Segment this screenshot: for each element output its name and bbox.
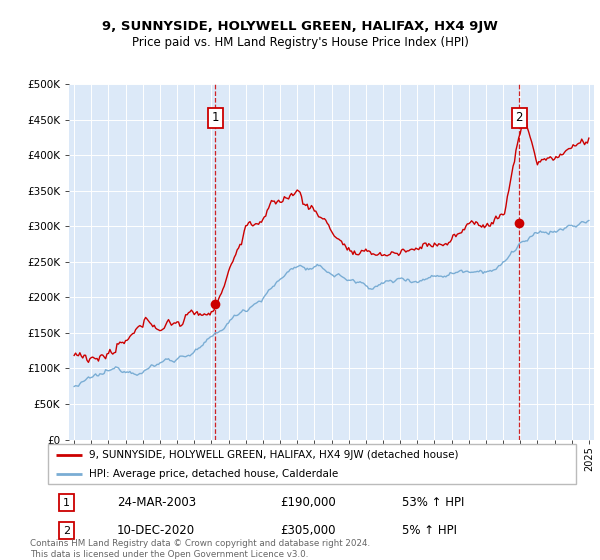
FancyBboxPatch shape [48,444,576,484]
Text: Contains HM Land Registry data © Crown copyright and database right 2024.
This d: Contains HM Land Registry data © Crown c… [30,539,370,559]
Text: 1: 1 [63,498,70,508]
Text: 9, SUNNYSIDE, HOLYWELL GREEN, HALIFAX, HX4 9JW: 9, SUNNYSIDE, HOLYWELL GREEN, HALIFAX, H… [102,20,498,32]
Text: 24-MAR-2003: 24-MAR-2003 [116,496,196,510]
Text: £190,000: £190,000 [280,496,336,510]
Text: 10-DEC-2020: 10-DEC-2020 [116,524,195,537]
Text: 2: 2 [515,111,523,124]
Text: 2: 2 [63,526,70,536]
Text: 1: 1 [212,111,219,124]
Text: £305,000: £305,000 [280,524,336,537]
Text: 5% ↑ HPI: 5% ↑ HPI [402,524,457,537]
Text: HPI: Average price, detached house, Calderdale: HPI: Average price, detached house, Cald… [89,469,338,478]
Text: 53% ↑ HPI: 53% ↑ HPI [402,496,464,510]
Text: 9, SUNNYSIDE, HOLYWELL GREEN, HALIFAX, HX4 9JW (detached house): 9, SUNNYSIDE, HOLYWELL GREEN, HALIFAX, H… [89,450,458,460]
Text: Price paid vs. HM Land Registry's House Price Index (HPI): Price paid vs. HM Land Registry's House … [131,36,469,49]
